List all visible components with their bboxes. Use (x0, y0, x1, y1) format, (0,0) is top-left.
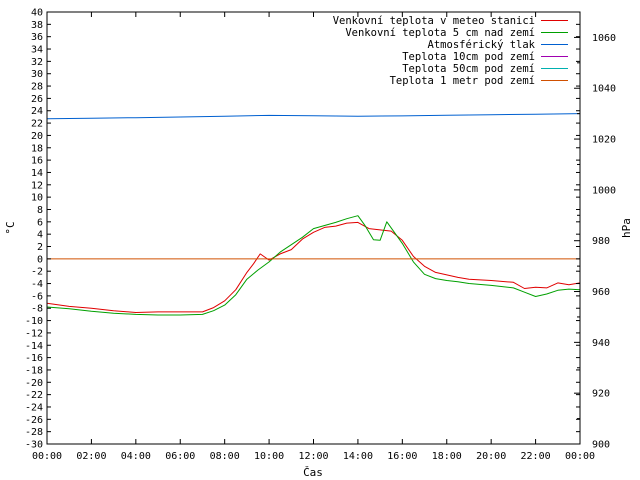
y-left-tick-label: -6 (31, 291, 43, 302)
x-tick-label: 00:00 (565, 451, 595, 462)
y-right-tick-label: 1020 (592, 135, 616, 146)
x-axis-label: Čas (303, 466, 323, 479)
y-right-tick-label: 920 (592, 389, 610, 400)
legend-label: Teplota 1 metr pod zemí (390, 75, 535, 87)
y-left-tick-label: 38 (31, 20, 43, 31)
x-tick-label: 02:00 (76, 451, 106, 462)
y-left-tick-label: -22 (25, 390, 43, 401)
series-line-1 (46, 221, 581, 313)
y-left-tick-label: 22 (31, 119, 43, 130)
y-left-tick-label: 0 (37, 254, 43, 265)
y-left-tick-label: 20 (31, 131, 43, 142)
y-right-tick-label: 900 (592, 440, 610, 451)
y-left-tick-label: 26 (31, 94, 43, 105)
y-left-tick-label: 10 (31, 193, 43, 204)
y-left-tick-label: 8 (37, 205, 43, 216)
x-tick-label: 06:00 (165, 451, 195, 462)
y-left-tick-label: -12 (25, 328, 43, 339)
legend: Venkovní teplota v meteo staniciVenkovní… (333, 15, 568, 87)
y-left-tick-label: 36 (31, 32, 43, 43)
y-left-tick-label: 28 (31, 82, 43, 93)
y-left-tick-label: -10 (25, 316, 43, 327)
x-tick-label: 04:00 (121, 451, 151, 462)
y-left-tick-label: 12 (31, 180, 43, 191)
y-right-tick-label: 1040 (592, 84, 616, 95)
y-left-tick-label: 24 (31, 106, 43, 117)
y-left-tick-label: -14 (25, 341, 43, 352)
x-tick-label: 20:00 (476, 451, 506, 462)
x-tick-label: 16:00 (387, 451, 417, 462)
y-right-tick-label: 980 (592, 236, 610, 247)
y-left-tick-label: -16 (25, 353, 43, 364)
y-left-tick-label: -2 (31, 267, 43, 278)
legend-label: Teplota 10cm pod zemí (402, 51, 535, 63)
x-tick-label: 00:00 (32, 451, 62, 462)
y-right-label: hPa (620, 218, 633, 238)
legend-label: Teplota 50cm pod zemí (402, 63, 535, 75)
x-tick-label: 08:00 (210, 451, 240, 462)
x-tick-label: 18:00 (432, 451, 462, 462)
right-axis: 900 920 940 960 980 1000 1020 1040 1060 (574, 33, 616, 451)
y-left-tick-label: 2 (37, 242, 43, 253)
y-right-tick-label: 1060 (592, 33, 616, 44)
series-line-2 (46, 215, 581, 316)
y-left-tick-label: -28 (25, 427, 43, 438)
y-left-tick-label: -4 (31, 279, 43, 290)
y-left-tick-label: 4 (37, 230, 43, 241)
legend-label: Atmosférický tlak (428, 39, 536, 51)
y-left-tick-label: 16 (31, 156, 43, 167)
y-left-tick-label: 14 (31, 168, 43, 179)
y-right-tick-label: 1000 (592, 185, 616, 196)
y-right-tick-label: 960 (592, 287, 610, 298)
y-left-tick-label: -30 (25, 440, 43, 451)
x-tick-label: 22:00 (521, 451, 551, 462)
y-left-tick-label: 30 (31, 69, 43, 80)
y-left-tick-label: -8 (31, 304, 43, 315)
left-axis: -30-28-26-24-22-20-18-16-14-12-10-8-6-4-… (25, 8, 580, 451)
x-axis: 00:00 02:00 04:00 06:00 08:00 10:00 12:00 14:00… (32, 12, 595, 462)
y-left-tick-label: -20 (25, 378, 43, 389)
y-left-tick-label: -18 (25, 365, 43, 376)
y-left-tick-label: 32 (31, 57, 43, 68)
x-tick-label: 10:00 (254, 451, 284, 462)
legend-label: Venkovní teplota v meteo stanici (333, 15, 535, 27)
y-left-tick-label: 34 (31, 45, 43, 56)
plot-lines (46, 113, 581, 316)
legend-label: Venkovní teplota 5 cm nad zemí (345, 27, 535, 39)
y-left-tick-label: -26 (25, 415, 43, 426)
y-left-tick-label: 6 (37, 217, 43, 228)
y-left-label: °C (4, 221, 17, 234)
x-tick-label: 12:00 (298, 451, 328, 462)
y-right-tick-label: 940 (592, 338, 610, 349)
y-left-tick-label: -24 (25, 402, 43, 413)
series-line-3 (46, 113, 581, 120)
y-left-tick-label: 18 (31, 143, 43, 154)
x-tick-label: 14:00 (343, 451, 373, 462)
y-left-tick-label: 40 (31, 8, 43, 19)
